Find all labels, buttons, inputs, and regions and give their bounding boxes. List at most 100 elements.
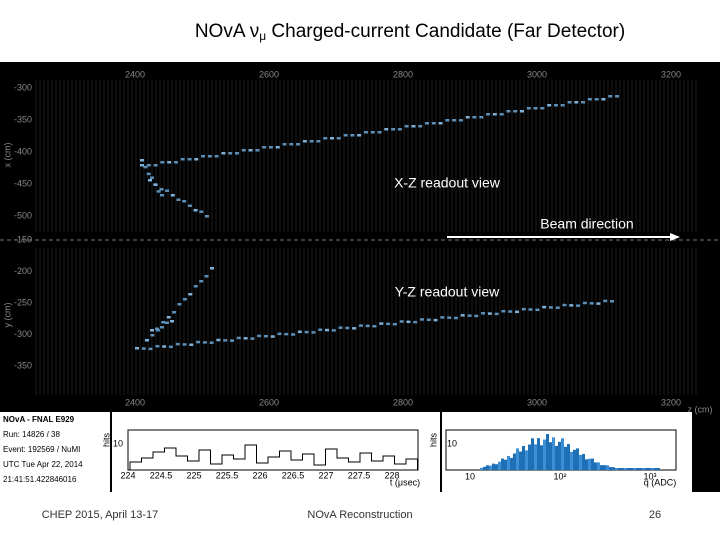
hit (608, 95, 613, 98)
hit (304, 330, 309, 334)
adc-bar (561, 438, 564, 470)
hit (156, 190, 161, 193)
hit (453, 316, 458, 320)
hit (241, 149, 246, 152)
hit (386, 322, 391, 326)
hit (193, 209, 198, 212)
hit (204, 275, 209, 278)
tick-label: 224 (120, 470, 135, 480)
adc-bar (543, 439, 546, 470)
hit (521, 307, 526, 311)
hit (150, 176, 154, 179)
adc-bar (651, 468, 654, 470)
info-line: NOvA - FNAL E929 (3, 415, 75, 424)
hit (262, 146, 267, 149)
tick-label: -300 (14, 329, 32, 339)
hit (221, 152, 226, 155)
adc-bar (486, 465, 489, 470)
hit (582, 301, 587, 305)
tick-label: 2400 (125, 69, 145, 79)
hit (194, 158, 199, 161)
axis-label: hits (101, 433, 111, 448)
hit (207, 155, 212, 158)
hit (601, 98, 606, 101)
hit (165, 189, 170, 192)
hit (146, 164, 151, 167)
hit (153, 164, 158, 167)
detector-cells (35, 80, 697, 395)
hit (193, 285, 198, 288)
hit (352, 327, 357, 330)
hit (330, 137, 334, 140)
hit (173, 161, 178, 164)
hit (235, 152, 239, 155)
hit (472, 116, 477, 119)
adc-bar (618, 468, 621, 470)
hit (372, 325, 377, 328)
hit (236, 336, 241, 340)
adc-bar (495, 464, 498, 470)
hit (148, 347, 153, 351)
hit (309, 140, 314, 143)
hit (433, 318, 438, 322)
adc-bar (603, 465, 606, 470)
hit (323, 137, 328, 140)
hit (284, 332, 289, 336)
hit (345, 326, 350, 330)
tick-label: -150 (14, 234, 32, 244)
adc-bar (630, 468, 633, 470)
plot-frame (127, 429, 419, 471)
tick-label: 225.5 (216, 470, 239, 480)
hit (170, 320, 174, 323)
hit (426, 318, 431, 322)
adc-bar (612, 467, 615, 470)
adc-bar (546, 434, 549, 470)
hit (392, 322, 397, 326)
adc-bar (624, 468, 627, 470)
hit (177, 303, 182, 306)
hit (289, 143, 294, 146)
hit (277, 332, 282, 336)
adc-bar (531, 438, 534, 470)
hit (155, 327, 159, 330)
hit (257, 334, 262, 338)
time-histogram (112, 412, 440, 492)
hit (610, 300, 614, 303)
tick-label: -400 (14, 146, 32, 156)
tick-label: 227.5 (348, 470, 371, 480)
hit (159, 188, 164, 191)
hit (513, 110, 518, 113)
hit (140, 164, 144, 167)
hit (187, 204, 192, 207)
hit (515, 310, 519, 314)
hit (180, 158, 185, 161)
adc-bar (570, 451, 573, 470)
hit (399, 320, 404, 323)
tick-label: 2400 (125, 397, 145, 407)
hit (331, 329, 336, 332)
hit (411, 125, 416, 128)
tick-label: 226.5 (282, 470, 305, 480)
hit (447, 316, 452, 319)
hit (160, 194, 164, 197)
annotation: Y-Z readout view (395, 284, 500, 300)
hit (560, 104, 565, 107)
page-number: 26 (649, 509, 661, 521)
hit (343, 134, 348, 137)
hit (175, 342, 180, 346)
adc-bar (654, 468, 657, 470)
hit (526, 107, 531, 110)
hit (176, 198, 181, 201)
adc-bar (639, 468, 642, 470)
adc-bar (519, 451, 522, 470)
hit (325, 328, 329, 332)
hit (460, 314, 465, 317)
adc-bar (501, 458, 504, 470)
hit (391, 128, 396, 131)
adc-bar (510, 457, 513, 470)
hit (146, 172, 151, 176)
hit (445, 119, 450, 122)
hit (548, 306, 553, 309)
hit (165, 321, 169, 324)
hit (182, 343, 187, 346)
